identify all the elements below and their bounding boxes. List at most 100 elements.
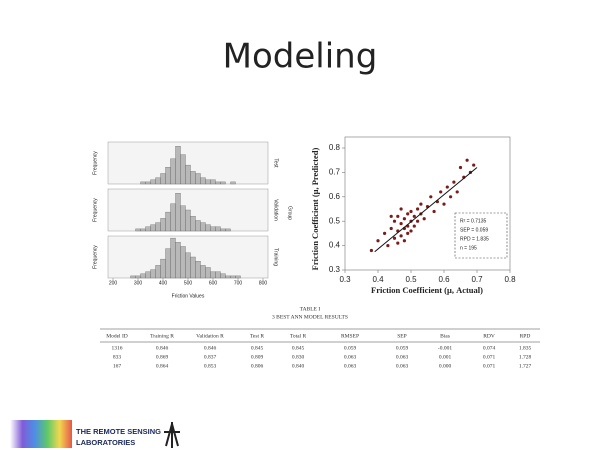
hist-bar bbox=[180, 154, 186, 185]
scatter-point bbox=[419, 202, 423, 206]
hist-bar bbox=[185, 164, 191, 185]
stats-text: SEP = 0.059 bbox=[460, 227, 488, 233]
table-header: SEP bbox=[397, 333, 406, 339]
table-cell: 0.001 bbox=[439, 354, 452, 360]
scatter-point bbox=[376, 239, 380, 243]
x-tick-label: 0.3 bbox=[339, 275, 351, 284]
hist-bar bbox=[230, 181, 236, 185]
table-cell: 1316 bbox=[112, 345, 123, 351]
hist-y-label: Frequency bbox=[92, 245, 98, 269]
hist-bar bbox=[205, 179, 211, 185]
table-cell: 167 bbox=[113, 363, 122, 369]
hist-bar bbox=[220, 273, 226, 279]
hist-bar bbox=[195, 173, 201, 185]
scatter-point bbox=[389, 214, 393, 218]
hist-tick-label: 600 bbox=[209, 280, 218, 286]
y-tick-label: 0.5 bbox=[329, 216, 341, 225]
fit-line bbox=[374, 167, 478, 253]
table-header: RDV bbox=[483, 333, 495, 339]
hist-bar bbox=[145, 271, 151, 279]
y-axis-label: Friction Coefficient (μ, Predicted) bbox=[310, 148, 320, 271]
hist-bar bbox=[180, 205, 186, 232]
table-cell: 0.830 bbox=[292, 354, 305, 360]
scatter-point bbox=[412, 224, 416, 228]
scatter-point bbox=[369, 248, 373, 253]
scatter-point bbox=[416, 219, 420, 223]
hist-tick-label: 400 bbox=[159, 280, 168, 286]
scatter-point bbox=[396, 241, 400, 245]
table-cell: 0.846 bbox=[156, 345, 169, 351]
hist-tick-label: 300 bbox=[134, 280, 143, 286]
scatter-point bbox=[422, 217, 426, 221]
y-tick-label: 0.3 bbox=[329, 265, 341, 274]
hist-bar bbox=[150, 224, 156, 232]
scatter-point bbox=[389, 226, 393, 231]
hist-bar bbox=[140, 228, 146, 232]
table-cell: 0.063 bbox=[344, 363, 357, 369]
scatter-point bbox=[406, 231, 410, 235]
x-tick-label: 0.6 bbox=[438, 275, 450, 284]
scatter-point bbox=[452, 180, 456, 184]
hist-tick-label: 700 bbox=[234, 280, 243, 286]
hist-bar bbox=[145, 226, 151, 232]
scatter-point bbox=[392, 219, 397, 223]
hist-bar bbox=[160, 218, 166, 232]
hist-bar bbox=[160, 258, 166, 279]
x-tick-label: 0.7 bbox=[471, 275, 483, 284]
table-cell: 0.074 bbox=[483, 345, 496, 351]
hist-bar bbox=[140, 273, 146, 279]
hist-bar bbox=[200, 265, 206, 279]
emblem bbox=[164, 422, 180, 448]
table-header: RPD bbox=[520, 333, 531, 339]
hist-bar bbox=[165, 248, 171, 279]
hist-bar bbox=[135, 228, 141, 232]
hist-bar bbox=[175, 146, 181, 185]
hist-bar bbox=[165, 167, 171, 185]
table-cell: 0.809 bbox=[251, 354, 264, 360]
y-tick-label: 0.6 bbox=[329, 192, 341, 201]
hist-bar bbox=[225, 228, 231, 232]
stats-text: RPD = 1.835 bbox=[460, 236, 489, 242]
table-header: Training R bbox=[150, 333, 174, 339]
slide-title: Modeling bbox=[223, 37, 378, 77]
hist-bar bbox=[190, 216, 196, 232]
table-cell: 0.059 bbox=[344, 345, 357, 351]
table-cell: 1.835 bbox=[519, 345, 532, 351]
hist-bar bbox=[150, 269, 156, 279]
hist-bar bbox=[210, 179, 216, 185]
table-header: Model ID bbox=[106, 333, 128, 339]
hist-bar bbox=[185, 252, 191, 279]
hist-bar bbox=[150, 179, 156, 185]
hist-bar bbox=[140, 181, 146, 185]
table-header: Test R bbox=[250, 333, 264, 339]
scatter-point bbox=[445, 185, 449, 189]
scatter-point bbox=[409, 209, 413, 214]
hist-bar bbox=[175, 193, 181, 232]
table-cell: 0.063 bbox=[396, 363, 409, 369]
hist-bar bbox=[185, 209, 191, 232]
x-tick-label: 0.5 bbox=[405, 275, 417, 284]
y-tick-label: 0.8 bbox=[329, 143, 341, 152]
hist-bar bbox=[230, 275, 236, 279]
hist-bar bbox=[195, 261, 201, 279]
hist-bar bbox=[160, 173, 166, 185]
table-header: Total R bbox=[290, 333, 307, 339]
table-header: Validation R bbox=[196, 333, 224, 339]
hist-tick-label: 800 bbox=[259, 280, 268, 286]
hist-bar bbox=[155, 222, 161, 232]
hist-bar bbox=[175, 242, 181, 279]
scatter-point bbox=[383, 231, 387, 235]
scatter-point bbox=[409, 229, 413, 233]
table-cell: 0.806 bbox=[251, 363, 264, 369]
hist-bar bbox=[130, 275, 136, 279]
table-cell: 0.071 bbox=[483, 354, 496, 360]
group-label: Group bbox=[287, 206, 293, 220]
scatter-point bbox=[392, 236, 397, 240]
hist-bar bbox=[215, 271, 221, 279]
x-tick-label: 0.4 bbox=[372, 275, 384, 284]
hist-y-label: Frequency bbox=[92, 151, 98, 175]
hist-y-label: Frequency bbox=[92, 198, 98, 222]
scatter-point bbox=[458, 165, 463, 170]
logo-text: LABORATORIES bbox=[76, 438, 135, 447]
